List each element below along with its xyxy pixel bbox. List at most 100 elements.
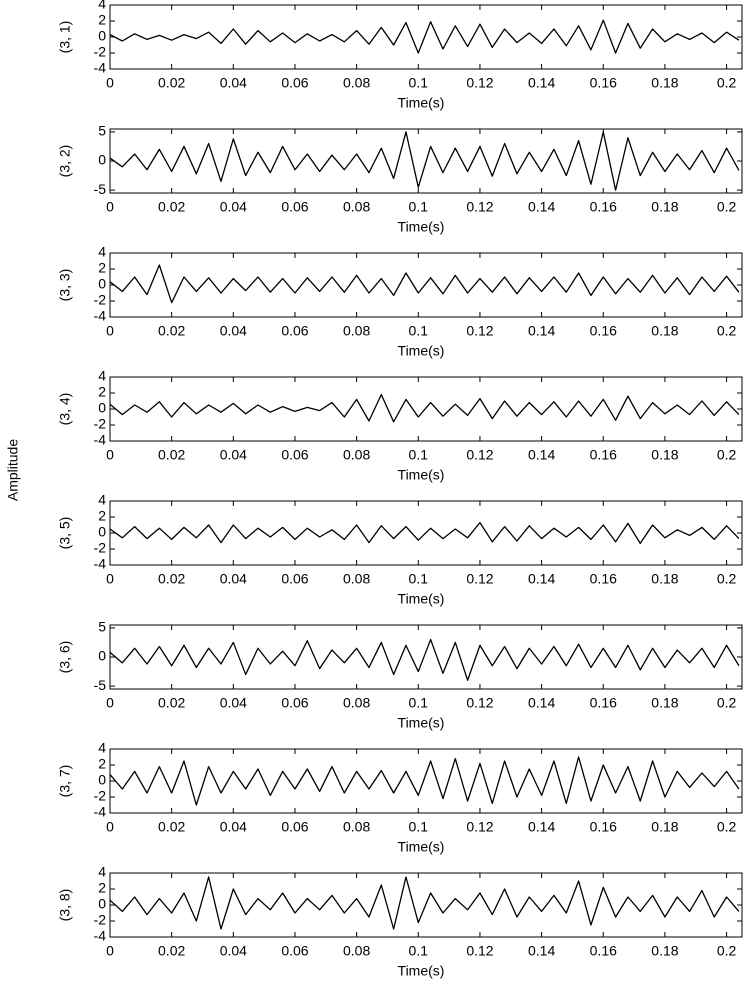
x-tick-label: 0.04 (220, 199, 247, 215)
y-tick-label: -4 (94, 556, 107, 572)
y-tick-label: -4 (94, 804, 107, 820)
y-axis-label: (3, 8) (57, 889, 73, 922)
x-tick-label: 0.18 (651, 447, 678, 463)
x-tick-label: 0.14 (528, 695, 555, 711)
x-tick-label: 0.04 (220, 447, 247, 463)
x-tick-label: 0.06 (281, 75, 308, 91)
x-tick-label: 0.2 (717, 75, 737, 91)
x-tick-label: 0.06 (281, 943, 308, 959)
signal-line (109, 264, 740, 304)
y-tick-label: -4 (94, 60, 107, 76)
x-tick-label: 0 (106, 199, 114, 215)
y-tick-label: 0 (98, 772, 106, 788)
x-tick-label: 0.02 (158, 323, 185, 339)
y-tick-label: 0 (98, 152, 106, 168)
x-tick-label: 0.08 (343, 447, 370, 463)
y-axis-label: (3, 2) (57, 145, 73, 178)
x-tick-label: 0 (106, 447, 114, 463)
x-tick-label: 0.1 (409, 75, 429, 91)
x-tick-label: 0.04 (220, 75, 247, 91)
x-tick-label: 0 (106, 75, 114, 91)
x-axis-label: Time(s) (398, 467, 445, 483)
y-tick-label: -2 (94, 416, 107, 432)
y-tick-label: 2 (98, 880, 106, 896)
y-axis-label: (3, 6) (57, 641, 73, 674)
signal-line (109, 876, 740, 930)
y-tick-label: 2 (98, 756, 106, 772)
signal-line (109, 131, 740, 191)
x-tick-label: 0.1 (409, 323, 429, 339)
x-tick-label: 0.14 (528, 819, 555, 835)
y-axis-label: (3, 4) (57, 393, 73, 426)
x-tick-label: 0.04 (220, 323, 247, 339)
y-tick-label: -5 (94, 181, 107, 197)
y-axis-label: (3, 5) (57, 517, 73, 550)
x-tick-label: 0.16 (590, 571, 617, 587)
x-tick-label: 0.12 (466, 75, 493, 91)
signal-line (109, 756, 740, 806)
x-tick-label: 0 (106, 695, 114, 711)
x-tick-label: 0.16 (590, 447, 617, 463)
y-axis-label: (3, 3) (57, 269, 73, 302)
x-tick-label: 0.1 (409, 447, 429, 463)
y-tick-label: 2 (98, 508, 106, 524)
y-tick-label: 4 (98, 368, 106, 384)
x-tick-label: 0.16 (590, 943, 617, 959)
x-tick-label: 0.16 (590, 199, 617, 215)
x-tick-label: 0.16 (590, 695, 617, 711)
y-tick-label: 0 (98, 524, 106, 540)
x-tick-label: 0.1 (409, 819, 429, 835)
x-tick-label: 0.12 (466, 943, 493, 959)
x-tick-label: 0.02 (158, 571, 185, 587)
x-tick-label: 0 (106, 323, 114, 339)
x-tick-label: 0.18 (651, 695, 678, 711)
x-tick-label: 0.08 (343, 695, 370, 711)
axes-box (109, 252, 743, 318)
y-tick-label: 0 (98, 896, 106, 912)
x-tick-label: 0.02 (158, 199, 185, 215)
y-tick-label: 0 (98, 276, 106, 292)
x-tick-label: 0.2 (717, 323, 737, 339)
y-tick-label: 0 (98, 400, 106, 416)
x-tick-label: 0.14 (528, 447, 555, 463)
y-tick-label: 4 (98, 740, 106, 756)
x-tick-label: 0.06 (281, 199, 308, 215)
x-tick-label: 0.06 (281, 323, 308, 339)
y-tick-label: -5 (94, 677, 107, 693)
y-tick-label: -2 (94, 788, 107, 804)
x-tick-label: 0.18 (651, 819, 678, 835)
x-tick-label: 0.04 (220, 943, 247, 959)
x-tick-label: 0.1 (409, 199, 429, 215)
x-tick-label: 0.14 (528, 199, 555, 215)
axes-box (109, 748, 743, 814)
x-tick-label: 0.1 (409, 943, 429, 959)
x-tick-label: 0.18 (651, 75, 678, 91)
x-tick-label: 0.12 (466, 447, 493, 463)
x-tick-label: 0.02 (158, 943, 185, 959)
x-axis-label: Time(s) (398, 839, 445, 855)
signal-line (109, 638, 740, 681)
y-tick-label: 0 (98, 28, 106, 44)
y-tick-label: -4 (94, 432, 107, 448)
x-axis-label: Time(s) (398, 963, 445, 979)
x-tick-label: 0 (106, 571, 114, 587)
x-tick-label: 0.18 (651, 199, 678, 215)
x-tick-label: 0.12 (466, 695, 493, 711)
signal-line (109, 393, 740, 423)
y-tick-label: 2 (98, 12, 106, 28)
x-tick-label: 0.08 (343, 199, 370, 215)
x-tick-label: 0.2 (717, 199, 737, 215)
x-tick-label: 0.14 (528, 323, 555, 339)
signal-line (109, 19, 740, 54)
x-tick-label: 0.16 (590, 819, 617, 835)
x-axis-label: Time(s) (398, 343, 445, 359)
x-tick-label: 0.04 (220, 571, 247, 587)
x-tick-label: 0.1 (409, 695, 429, 711)
x-tick-label: 0.02 (158, 75, 185, 91)
y-tick-label: -2 (94, 44, 107, 60)
figure-y-label: Amplitude (5, 439, 21, 501)
x-tick-label: 0.16 (590, 75, 617, 91)
x-tick-label: 0.08 (343, 323, 370, 339)
x-tick-label: 0.08 (343, 75, 370, 91)
